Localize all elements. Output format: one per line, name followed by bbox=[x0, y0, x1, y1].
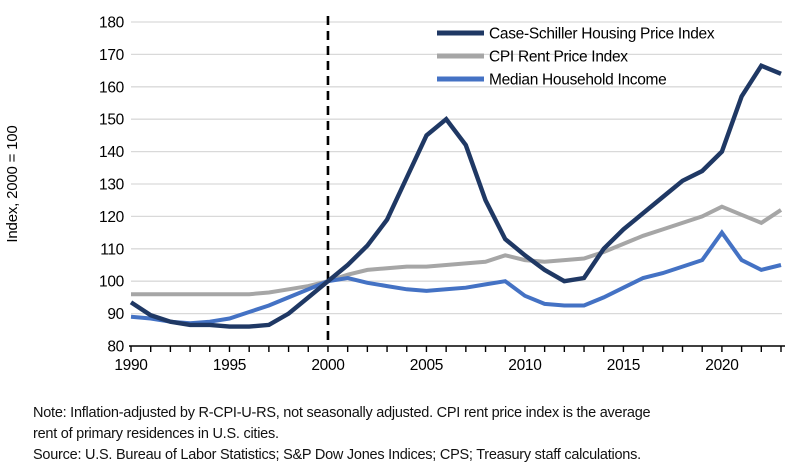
legend-label-median-income: Median Household Income bbox=[489, 72, 667, 89]
footnote: Note: Inflation-adjusted by R-CPI-U-RS, … bbox=[33, 403, 783, 466]
y-tick-labels: 80 90 100 110 120 130 140 150 160 170 180 bbox=[99, 15, 125, 356]
svg-text:2010: 2010 bbox=[508, 357, 542, 374]
svg-text:1995: 1995 bbox=[213, 357, 246, 374]
svg-text:100: 100 bbox=[99, 274, 125, 291]
x-tick-labels: 1990 1995 2000 2005 2010 2015 2020 bbox=[114, 357, 739, 374]
series-median-household-income bbox=[130, 229, 782, 326]
svg-text:130: 130 bbox=[99, 177, 125, 194]
svg-text:150: 150 bbox=[99, 112, 125, 129]
svg-text:2015: 2015 bbox=[607, 357, 640, 374]
legend-label-case-schiller: Case-Schiller Housing Price Index bbox=[489, 26, 715, 43]
svg-text:1990: 1990 bbox=[114, 357, 148, 374]
svg-text:170: 170 bbox=[99, 47, 125, 64]
svg-text:160: 160 bbox=[99, 79, 125, 96]
legend: Case-Schiller Housing Price Index CPI Re… bbox=[437, 26, 715, 89]
svg-text:140: 140 bbox=[99, 144, 125, 161]
housing-price-index-chart: 80 90 100 110 120 130 140 150 160 170 180 1990 1995 2… bbox=[4, 15, 785, 374]
svg-text:120: 120 bbox=[99, 209, 125, 226]
svg-text:2000: 2000 bbox=[311, 357, 345, 374]
svg-text:90: 90 bbox=[107, 306, 124, 323]
legend-item-median-income: Median Household Income bbox=[437, 72, 667, 89]
legend-item-cpi-rent: CPI Rent Price Index bbox=[437, 49, 629, 66]
gridlines bbox=[131, 21, 782, 315]
note-text-line1: Note: Inflation-adjusted by R-CPI-U-RS, … bbox=[33, 405, 651, 421]
series-case-schiller-housing-price-index bbox=[129, 62, 782, 329]
legend-item-case-schiller: Case-Schiller Housing Price Index bbox=[437, 26, 715, 43]
source-text: Source: U.S. Bureau of Labor Statistics;… bbox=[33, 447, 641, 463]
svg-text:180: 180 bbox=[99, 15, 125, 32]
series-cpi-rent-price-index bbox=[131, 204, 783, 297]
x-axis bbox=[129, 345, 785, 352]
svg-text:2020: 2020 bbox=[705, 357, 739, 374]
y-axis-title: Index, 2000 = 100 bbox=[4, 125, 21, 242]
legend-label-cpi-rent: CPI Rent Price Index bbox=[489, 49, 628, 66]
note-text-line2: rent of primary residences in U.S. citie… bbox=[33, 426, 279, 442]
svg-text:110: 110 bbox=[100, 241, 124, 258]
chart-plot-area: 80 90 100 110 120 130 140 150 160 170 180 1990 1995 2… bbox=[99, 15, 785, 374]
svg-text:80: 80 bbox=[107, 339, 124, 356]
svg-text:2005: 2005 bbox=[410, 357, 443, 374]
